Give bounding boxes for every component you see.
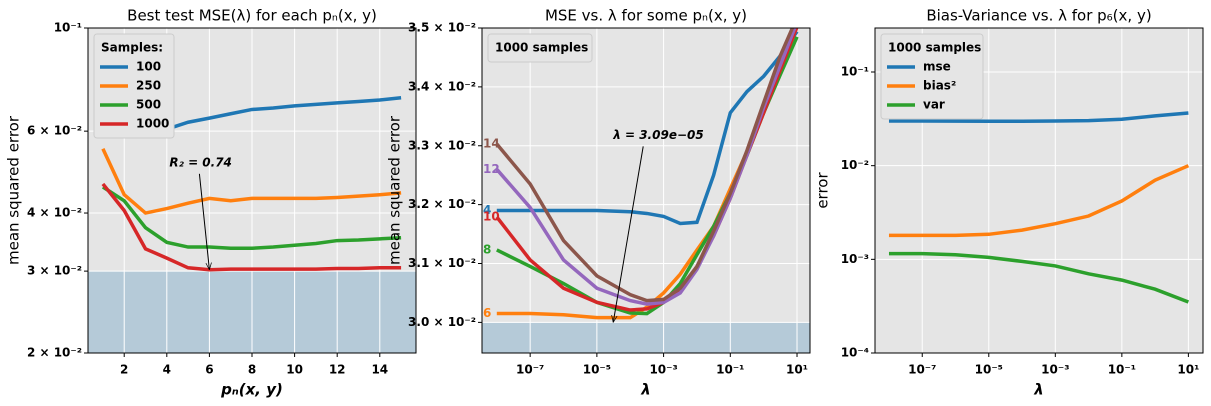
y-tick-label: 3.0 × 10⁻² [408,315,476,329]
y-tick-label: 6 × 10⁻² [27,124,82,138]
x-axis-label: pₙ(x, y) [220,381,283,399]
x-tick-label: 10¹ [1177,363,1199,377]
series-line [101,147,402,215]
y-tick-label: 3.1 × 10⁻² [408,256,476,270]
series-line [495,28,795,303]
legend-label: mse [923,60,951,74]
panel: 10⁻⁷ 10⁻⁵ 10⁻³ 10⁻¹ 10¹ 10⁻⁴ 10⁻³ 10⁻² 10⁻¹ Bias-… [814,7,1204,399]
annotation-arrow [613,146,644,322]
legend-box [487,33,593,63]
series-label: 4 [483,203,491,217]
x-tick-label: 10¹ [786,363,808,377]
x-tick-label: 2 [120,363,128,377]
axes-frame [87,27,417,354]
shaded-span [482,322,810,353]
y-tick-label: 10⁻⁴ [841,346,869,360]
y-axis-label: error [814,172,832,209]
series-line [101,185,402,250]
y-tick-label: 10⁻³ [841,252,869,266]
y-tick-label: 3.3 × 10⁻² [408,138,476,152]
legend-label: 1000 [136,117,169,131]
x-tick-label: 6 [205,363,213,377]
legend-title: 1000 samples [888,41,981,55]
y-tick-label: 3 × 10⁻² [27,264,82,278]
series-line [888,111,1189,123]
y-tick-label: 2 × 10⁻² [27,346,82,360]
legend-title: 1000 samples [495,41,588,55]
x-tick-label: 14 [371,363,388,377]
x-tick-label: 12 [329,363,346,377]
legend-label: 100 [136,60,161,74]
legend-label: 500 [136,98,161,112]
series-line [888,251,1190,304]
x-tick-label: 10 [286,363,303,377]
y-tick-label: 3.2 × 10⁻² [408,197,476,211]
x-tick-label: 10⁻¹ [716,363,744,377]
series-label: 6 [483,306,491,320]
y-tick-label: 10⁻² [841,158,869,172]
annotation-arrow [198,173,209,270]
y-tick-label: 3.5 × 10⁻² [408,21,476,35]
y-tick-label: 3.4 × 10⁻² [408,79,476,93]
x-tick-label: 10⁻⁷ [516,363,544,377]
y-tick-label: 10⁻¹ [841,65,869,79]
panel: 2 4 6 8 10 12 14 2 × 10⁻² 3 × 10⁻² 4 × 10⁻² 6 × 10… [5,7,417,399]
panel: 10⁻⁷ 10⁻⁵ 10⁻³ 10⁻¹ 10¹ 3.0 × 10⁻² 3.1 × 10⁻² 3… [386,7,811,399]
axes-frame [874,27,1204,354]
legend-label: bias² [923,79,956,93]
series-label: 10 [483,209,500,223]
series-label: 8 [483,242,491,256]
series-line [496,30,799,226]
x-tick-label: 10⁻⁵ [583,363,611,377]
legend-label: var [923,98,945,112]
x-tick-label: 10⁻⁷ [908,363,936,377]
x-tick-label: 10⁻⁵ [975,363,1003,377]
x-tick-label: 4 [163,363,171,377]
x-tick-label: 10⁻³ [649,363,677,377]
legend-label: 250 [136,79,161,93]
y-axis-label: mean squared error [386,115,404,265]
x-axis-label: λ [1033,381,1044,399]
series-line [888,164,1190,238]
x-tick-label: 8 [248,363,256,377]
x-axis-label: λ [640,381,651,399]
legend-box [880,33,984,120]
legend-title: Samples: [101,41,163,55]
series-label: 12 [483,162,500,176]
chart-title: Best test MSE(λ) for each pₙ(x, y) [127,7,377,25]
annotation-text: R₂ = 0.74 [169,155,232,169]
y-tick-label: 4 × 10⁻² [27,206,82,220]
axes-frame [481,27,811,354]
series-line [101,182,402,272]
annotation-text: λ = 3.09e−05 [612,128,704,142]
legend-box [93,33,175,139]
x-tick-label: 10⁻¹ [1108,363,1136,377]
chart-title: MSE vs. λ for some pₙ(x, y) [545,7,747,25]
x-tick-label: 10⁻³ [1041,363,1069,377]
series-label: 14 [483,136,500,150]
y-axis-label: mean squared error [5,115,23,265]
chart-title: Bias-Variance vs. λ for p₆(x, y) [926,7,1151,25]
y-tick-label: 10⁻¹ [54,21,82,35]
